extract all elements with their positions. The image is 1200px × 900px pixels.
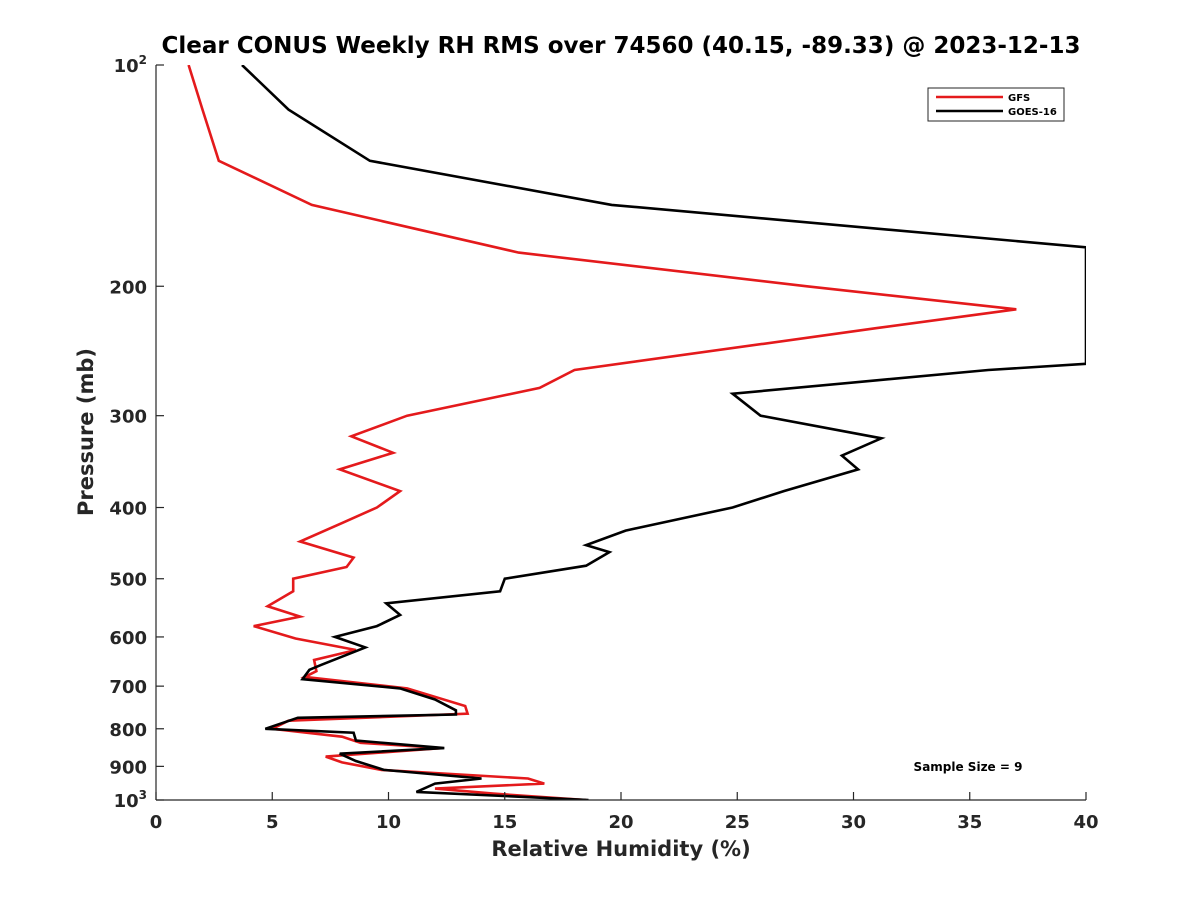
x-axis-label: Relative Humidity (%) xyxy=(491,837,750,861)
y-tick-label: 400 xyxy=(109,499,147,520)
legend-box xyxy=(927,87,1065,122)
y-tick-label: 300 xyxy=(109,407,147,428)
y-tick-label: 700 xyxy=(109,677,147,698)
series-layer xyxy=(187,65,1086,800)
plot-area xyxy=(156,65,1086,800)
y-tick-label: 800 xyxy=(109,720,147,741)
x-tick-label: 25 xyxy=(725,812,750,833)
plot-background xyxy=(156,65,1086,800)
legend-label: GOES-16 xyxy=(1008,107,1057,118)
legend-label: GFS xyxy=(1008,93,1030,104)
x-tick-label: 35 xyxy=(957,812,982,833)
y-tick-label: 900 xyxy=(109,757,147,778)
y-tick-label: 500 xyxy=(109,570,147,591)
axes-layer: 0 5 10 15 20 25 30 35 40 102 200 300 400 500 600 700 800… xyxy=(109,53,1098,833)
legend: GFS GOES-16 xyxy=(927,87,1065,122)
y-tick-label: 102 xyxy=(114,53,147,77)
x-tick-label: 5 xyxy=(266,812,279,833)
y-tick-label: 200 xyxy=(109,277,147,298)
y-tick-label: 103 xyxy=(114,788,147,812)
x-tick-label: 40 xyxy=(1073,812,1098,833)
x-tick-label: 0 xyxy=(150,812,163,833)
x-tick-label: 10 xyxy=(376,812,401,833)
x-tick-label: 15 xyxy=(492,812,517,833)
y-axis-label: Pressure (mb) xyxy=(74,348,98,516)
chart-title: Clear CONUS Weekly RH RMS over 74560 (40… xyxy=(162,33,1081,59)
x-tick-label: 30 xyxy=(841,812,866,833)
sample-size-annotation: Sample Size = 9 xyxy=(914,760,1023,774)
x-tick-label: 20 xyxy=(608,812,633,833)
series-line-goes-16 xyxy=(241,65,1086,800)
y-tick-label: 600 xyxy=(109,628,147,649)
